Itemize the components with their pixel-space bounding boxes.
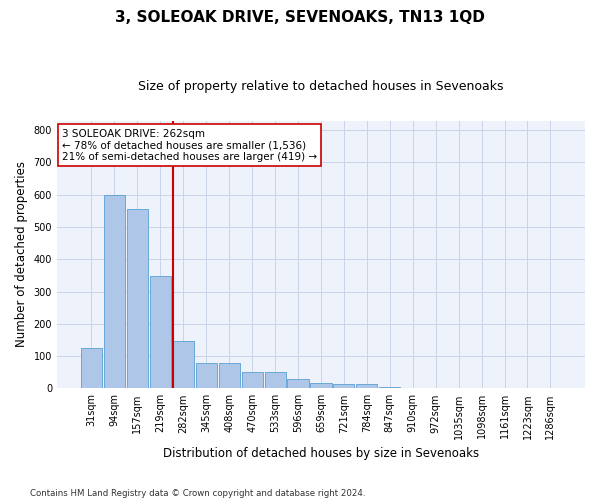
Bar [218, 363, 240, 388]
Bar [127, 210, 148, 388]
Text: Contains HM Land Registry data © Crown copyright and database right 2024.: Contains HM Land Registry data © Crown c… [30, 488, 365, 498]
Bar [356, 384, 377, 388]
Bar [310, 384, 332, 388]
Text: 3, SOLEOAK DRIVE, SEVENOAKS, TN13 1QD: 3, SOLEOAK DRIVE, SEVENOAKS, TN13 1QD [115, 10, 485, 25]
Bar [242, 372, 263, 388]
Bar [81, 348, 102, 389]
Bar [265, 372, 286, 388]
Bar [104, 195, 125, 388]
Bar [379, 386, 400, 388]
Y-axis label: Number of detached properties: Number of detached properties [15, 162, 28, 348]
Bar [150, 276, 171, 388]
Bar [196, 363, 217, 388]
Text: 3 SOLEOAK DRIVE: 262sqm
← 78% of detached houses are smaller (1,536)
21% of semi: 3 SOLEOAK DRIVE: 262sqm ← 78% of detache… [62, 128, 317, 162]
Bar [334, 384, 355, 388]
Bar [173, 340, 194, 388]
Bar [287, 378, 308, 388]
X-axis label: Distribution of detached houses by size in Sevenoaks: Distribution of detached houses by size … [163, 447, 479, 460]
Title: Size of property relative to detached houses in Sevenoaks: Size of property relative to detached ho… [138, 80, 504, 93]
